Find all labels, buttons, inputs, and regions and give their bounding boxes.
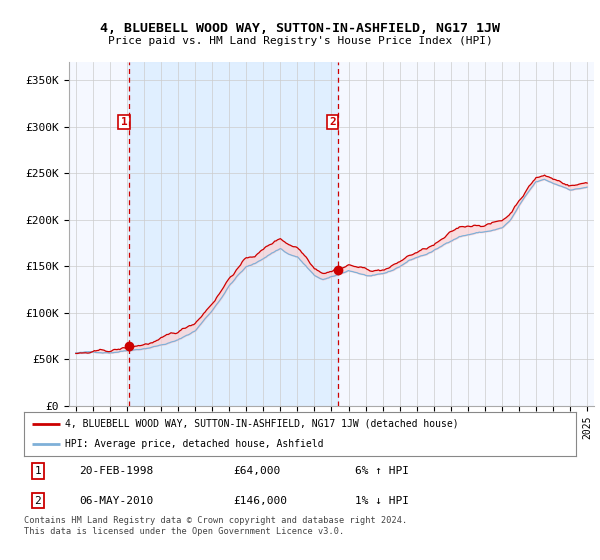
Bar <box>129 62 338 406</box>
Text: £146,000: £146,000 <box>234 496 288 506</box>
Text: 06-MAY-2010: 06-MAY-2010 <box>79 496 154 506</box>
Text: 1: 1 <box>121 117 127 127</box>
Text: HPI: Average price, detached house, Ashfield: HPI: Average price, detached house, Ashf… <box>65 439 324 449</box>
Text: 1: 1 <box>34 466 41 476</box>
Text: Contains HM Land Registry data © Crown copyright and database right 2024.
This d: Contains HM Land Registry data © Crown c… <box>24 516 407 536</box>
Text: 1% ↓ HPI: 1% ↓ HPI <box>355 496 409 506</box>
Text: 4, BLUEBELL WOOD WAY, SUTTON-IN-ASHFIELD, NG17 1JW (detached house): 4, BLUEBELL WOOD WAY, SUTTON-IN-ASHFIELD… <box>65 419 459 429</box>
Text: 4, BLUEBELL WOOD WAY, SUTTON-IN-ASHFIELD, NG17 1JW: 4, BLUEBELL WOOD WAY, SUTTON-IN-ASHFIELD… <box>100 22 500 35</box>
Text: Price paid vs. HM Land Registry's House Price Index (HPI): Price paid vs. HM Land Registry's House … <box>107 36 493 46</box>
Text: £64,000: £64,000 <box>234 466 281 476</box>
Text: 6% ↑ HPI: 6% ↑ HPI <box>355 466 409 476</box>
Text: 20-FEB-1998: 20-FEB-1998 <box>79 466 154 476</box>
Text: 2: 2 <box>329 117 336 127</box>
Text: 2: 2 <box>34 496 41 506</box>
